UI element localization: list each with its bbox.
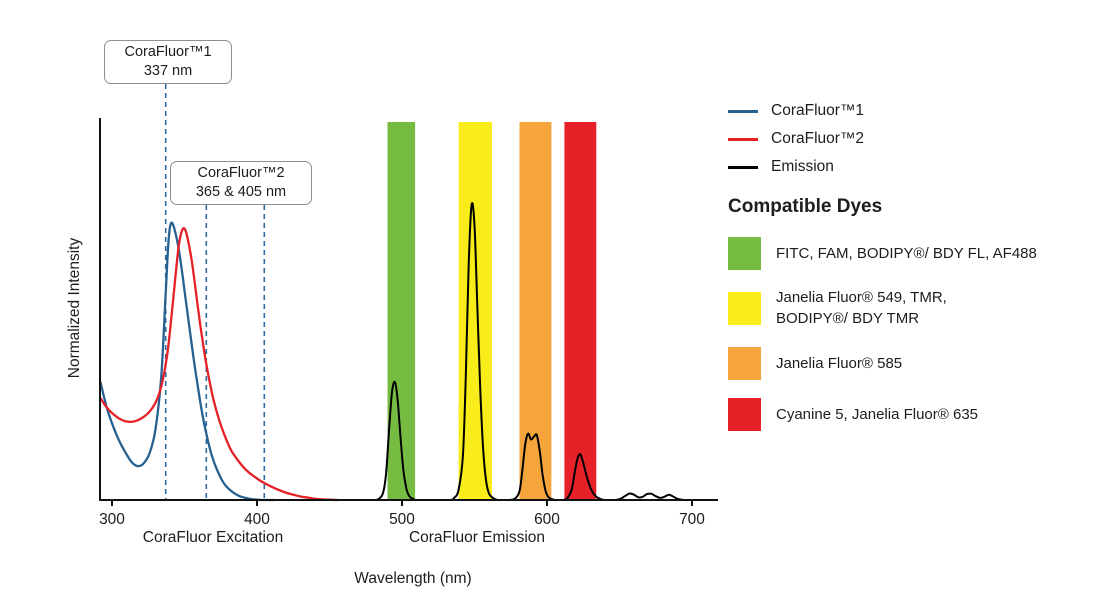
dye-item-yellow: Janelia Fluor® 549, TMR, BODIPY®/ BDY TM…	[728, 287, 1108, 329]
legend-line-swatch	[728, 165, 758, 169]
dye-item-orange: Janelia Fluor® 585	[728, 346, 1108, 380]
legend-line-swatch	[728, 109, 758, 113]
legend-item-corafluor2: CoraFluor™2	[728, 130, 1108, 148]
spectra-curve-2	[343, 202, 702, 502]
dye-item-green: FITC, FAM, BODIPY®/ BDY FL, AF488	[728, 236, 1108, 270]
dye-item-red: Cyanine 5, Janelia Fluor® 635	[728, 397, 1108, 431]
annotation-corafluor2-callout: CoraFluor™2 365 & 405 nm	[170, 161, 312, 205]
dye-band-group	[387, 122, 597, 500]
dye-band-3	[564, 122, 597, 500]
dye-band-2	[519, 122, 552, 500]
x-tick-label: 300	[99, 511, 125, 528]
x-tick-label: 700	[679, 511, 705, 528]
dye-label: FITC, FAM, BODIPY®/ BDY FL, AF488	[776, 244, 1037, 262]
dye-swatch-yellow	[728, 291, 761, 325]
legend-label: CoraFluor™1	[771, 102, 865, 119]
x-section-label-excitation: CoraFluor Excitation	[142, 529, 284, 546]
spectra-curve-0	[99, 221, 276, 502]
legend-item-corafluor1: CoraFluor™1	[728, 102, 1108, 120]
dye-label: Janelia Fluor® 549, TMR, BODIPY®/ BDY TM…	[776, 289, 947, 327]
legend-label: Emission	[771, 158, 834, 175]
legend-line-swatch	[728, 137, 758, 141]
dye-label: Janelia Fluor® 585	[776, 354, 903, 372]
spectra-curves	[99, 202, 702, 502]
axis-lines	[99, 118, 718, 501]
excitation-marker-lines	[164, 84, 266, 500]
dye-swatch-green	[728, 236, 761, 270]
annotation-value: 365 & 405 nm	[195, 184, 287, 200]
annotation-title: CoraFluor™2	[197, 165, 285, 181]
y-axis-label: Normalized Intensity	[66, 237, 83, 379]
annotation-title: CoraFluor™1	[124, 44, 212, 60]
x-tick-label: 500	[389, 511, 415, 528]
x-section-label-emission: CoraFluor Emission	[408, 529, 546, 546]
legend-panel: CoraFluor™1 CoraFluor™2 Emission Compati…	[728, 102, 1108, 448]
legend-label: CoraFluor™2	[771, 130, 865, 147]
dye-swatch-orange	[728, 346, 761, 380]
dye-swatch-red	[728, 397, 761, 431]
spectra-chart: 300 400 500 600 700	[99, 84, 718, 528]
dye-label: Cyanine 5, Janelia Fluor® 635	[776, 405, 979, 423]
axes: 300 400 500 600 700	[99, 118, 718, 528]
annotation-value: 337 nm	[143, 63, 193, 79]
compatible-dyes-heading: Compatible Dyes	[728, 196, 883, 217]
annotation-corafluor1-callout: CoraFluor™1 337 nm	[104, 40, 232, 84]
x-tick-label: 600	[534, 511, 560, 528]
spectra-curve-1	[99, 227, 340, 502]
legend-item-emission: Emission	[728, 158, 1108, 176]
x-axis-label: Wavelength (nm)	[354, 570, 472, 587]
x-tick-label: 400	[244, 511, 270, 528]
